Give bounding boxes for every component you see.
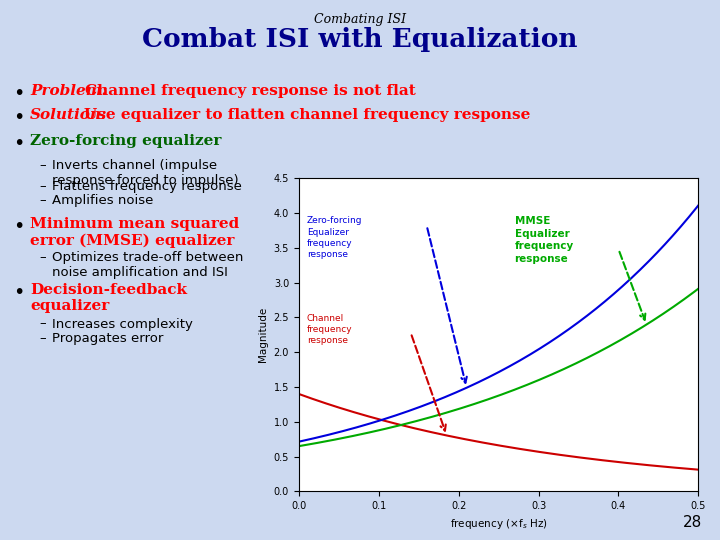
Text: –: – (40, 159, 46, 172)
Text: Decision-feedback
equalizer: Decision-feedback equalizer (30, 283, 187, 313)
Text: Combat ISI with Equalization: Combat ISI with Equalization (143, 27, 577, 52)
Text: Zero-forcing equalizer: Zero-forcing equalizer (30, 134, 222, 148)
Text: •: • (13, 283, 24, 302)
Text: •: • (13, 84, 24, 103)
Text: Channel
frequency
response: Channel frequency response (307, 314, 352, 345)
Text: –: – (40, 318, 46, 330)
Text: Combating ISI: Combating ISI (314, 14, 406, 26)
Text: •: • (13, 134, 24, 153)
Text: Channel frequency response is not flat: Channel frequency response is not flat (85, 84, 415, 98)
Text: Propagates error: Propagates error (52, 332, 163, 345)
Text: Increases complexity: Increases complexity (52, 318, 193, 330)
Text: –: – (40, 332, 46, 345)
Text: Use equalizer to flatten channel frequency response: Use equalizer to flatten channel frequen… (84, 108, 530, 122)
Text: –: – (40, 180, 46, 193)
Text: 28: 28 (683, 515, 702, 530)
Y-axis label: Magnitude: Magnitude (258, 307, 268, 362)
Text: Flattens frequency response: Flattens frequency response (52, 180, 242, 193)
Text: Inverts channel (impulse
response forced to impulse): Inverts channel (impulse response forced… (52, 159, 238, 187)
Text: Solution:: Solution: (30, 108, 108, 122)
Text: Problem:: Problem: (30, 84, 108, 98)
Text: •: • (13, 217, 24, 236)
Text: Zero-forcing
Equalizer
frequency
response: Zero-forcing Equalizer frequency respons… (307, 217, 362, 259)
Text: •: • (13, 108, 24, 127)
Text: MMSE
Equalizer
frequency
response: MMSE Equalizer frequency response (515, 217, 574, 264)
Text: –: – (40, 194, 46, 207)
Text: –: – (40, 251, 46, 264)
Text: Amplifies noise: Amplifies noise (52, 194, 153, 207)
Text: Optimizes trade-off between
noise amplification and ISI: Optimizes trade-off between noise amplif… (52, 251, 243, 279)
Text: Minimum mean squared
error (MMSE) equalizer: Minimum mean squared error (MMSE) equali… (30, 217, 240, 248)
X-axis label: frequency ($\times$f$_s$ Hz): frequency ($\times$f$_s$ Hz) (450, 517, 547, 531)
